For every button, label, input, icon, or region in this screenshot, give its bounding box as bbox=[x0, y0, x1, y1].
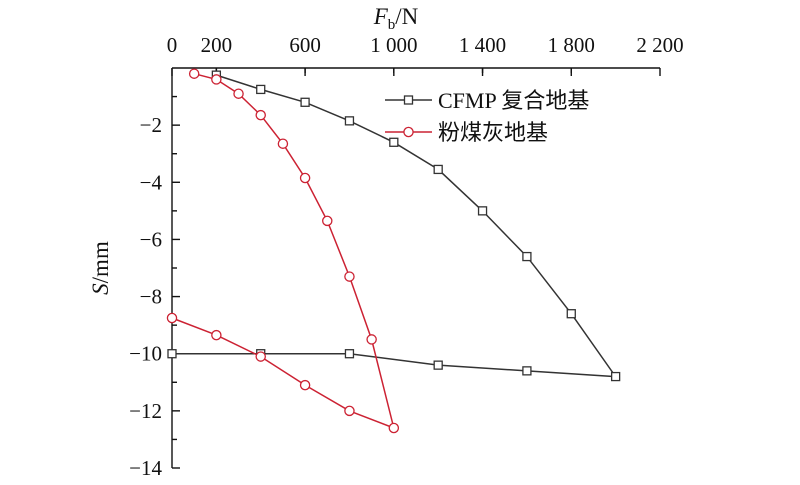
series-flyash-point bbox=[211, 74, 222, 85]
series-flyash-point bbox=[233, 88, 244, 99]
series-flyash-point bbox=[344, 271, 355, 282]
y-axis-symbol: S bbox=[88, 283, 113, 295]
x-axis-subscript: b bbox=[388, 17, 396, 33]
y-ticks: −2 −4 −6 −8 −10 −12 −14 bbox=[129, 95, 180, 480]
x-axis-title: Fb/N bbox=[373, 4, 419, 33]
series-layer bbox=[166, 68, 621, 434]
legend-marker bbox=[403, 95, 414, 105]
x-tick-label: 1 400 bbox=[459, 33, 506, 57]
x-axis-symbol: F bbox=[373, 4, 389, 29]
series-cfmp-point bbox=[300, 97, 310, 107]
series-flyash-point bbox=[344, 405, 355, 417]
y-tick-label: −8 bbox=[140, 285, 162, 309]
series-cfmp-point bbox=[389, 137, 399, 147]
legend-label: 粉煤灰地基 bbox=[438, 120, 548, 145]
x-tick-label: 2 200 bbox=[636, 33, 683, 57]
series-flyash-point bbox=[388, 422, 400, 434]
series-flyash-point bbox=[322, 215, 333, 227]
series-flyash bbox=[166, 68, 400, 434]
y-axis-unit: /mm bbox=[88, 241, 113, 283]
series-flyash-point bbox=[255, 351, 266, 362]
series-cfmp-point bbox=[522, 251, 532, 262]
y-tick-label: −14 bbox=[129, 456, 162, 480]
series-flyash-point bbox=[255, 109, 266, 121]
legend-label: CFMP 复合地基 bbox=[438, 88, 589, 113]
x-tick-label: 200 bbox=[201, 33, 233, 57]
y-tick-label: −6 bbox=[140, 227, 162, 251]
legend-item-cfmp: CFMP 复合地基 bbox=[385, 88, 589, 113]
series-flyash-point bbox=[299, 379, 311, 391]
series-cfmp-point bbox=[522, 366, 532, 376]
x-tick-label: 0 bbox=[167, 33, 178, 57]
x-tick-label: 1 800 bbox=[548, 33, 595, 57]
series-cfmp-point bbox=[433, 164, 443, 175]
series-cfmp-point bbox=[433, 360, 443, 370]
series-flyash-point bbox=[366, 334, 377, 345]
series-cfmp-point bbox=[167, 349, 177, 359]
series-cfmp-point bbox=[477, 206, 488, 216]
series-flyash-point bbox=[277, 138, 289, 149]
y-axis-title: S/mm bbox=[88, 241, 113, 295]
y-tick-label: −4 bbox=[140, 170, 163, 194]
series-flyash-point bbox=[188, 68, 200, 79]
y-axis: −2 −4 −6 −8 −10 −12 −14 S/mm bbox=[88, 68, 180, 480]
x-axis: 0 200 600 1 000 1 400 1 800 2 200 Fb/N bbox=[167, 4, 684, 76]
series-cfmp-point bbox=[566, 309, 576, 319]
y-tick-label: −12 bbox=[129, 399, 162, 423]
legend-marker bbox=[403, 126, 414, 138]
series-cfmp-point bbox=[610, 371, 621, 382]
x-tick-label: 1 000 bbox=[370, 33, 417, 57]
series-cfmp-point bbox=[344, 116, 355, 126]
series-cfmp-point bbox=[344, 349, 355, 359]
series-cfmp-line bbox=[172, 74, 618, 378]
series-cfmp bbox=[167, 70, 621, 382]
y-tick-label: −2 bbox=[140, 113, 162, 137]
x-ticks: 0 200 600 1 000 1 400 1 800 2 200 bbox=[167, 33, 684, 76]
series-flyash-point bbox=[299, 172, 311, 184]
legend-item-flyash: 粉煤灰地基 bbox=[385, 120, 548, 145]
series-flyash-point bbox=[166, 312, 178, 324]
y-tick-label: −10 bbox=[129, 342, 162, 366]
series-flyash-point bbox=[211, 329, 222, 341]
series-cfmp-point bbox=[256, 84, 266, 95]
x-axis-unit: /N bbox=[395, 4, 418, 29]
x-tick-label: 600 bbox=[289, 33, 321, 57]
